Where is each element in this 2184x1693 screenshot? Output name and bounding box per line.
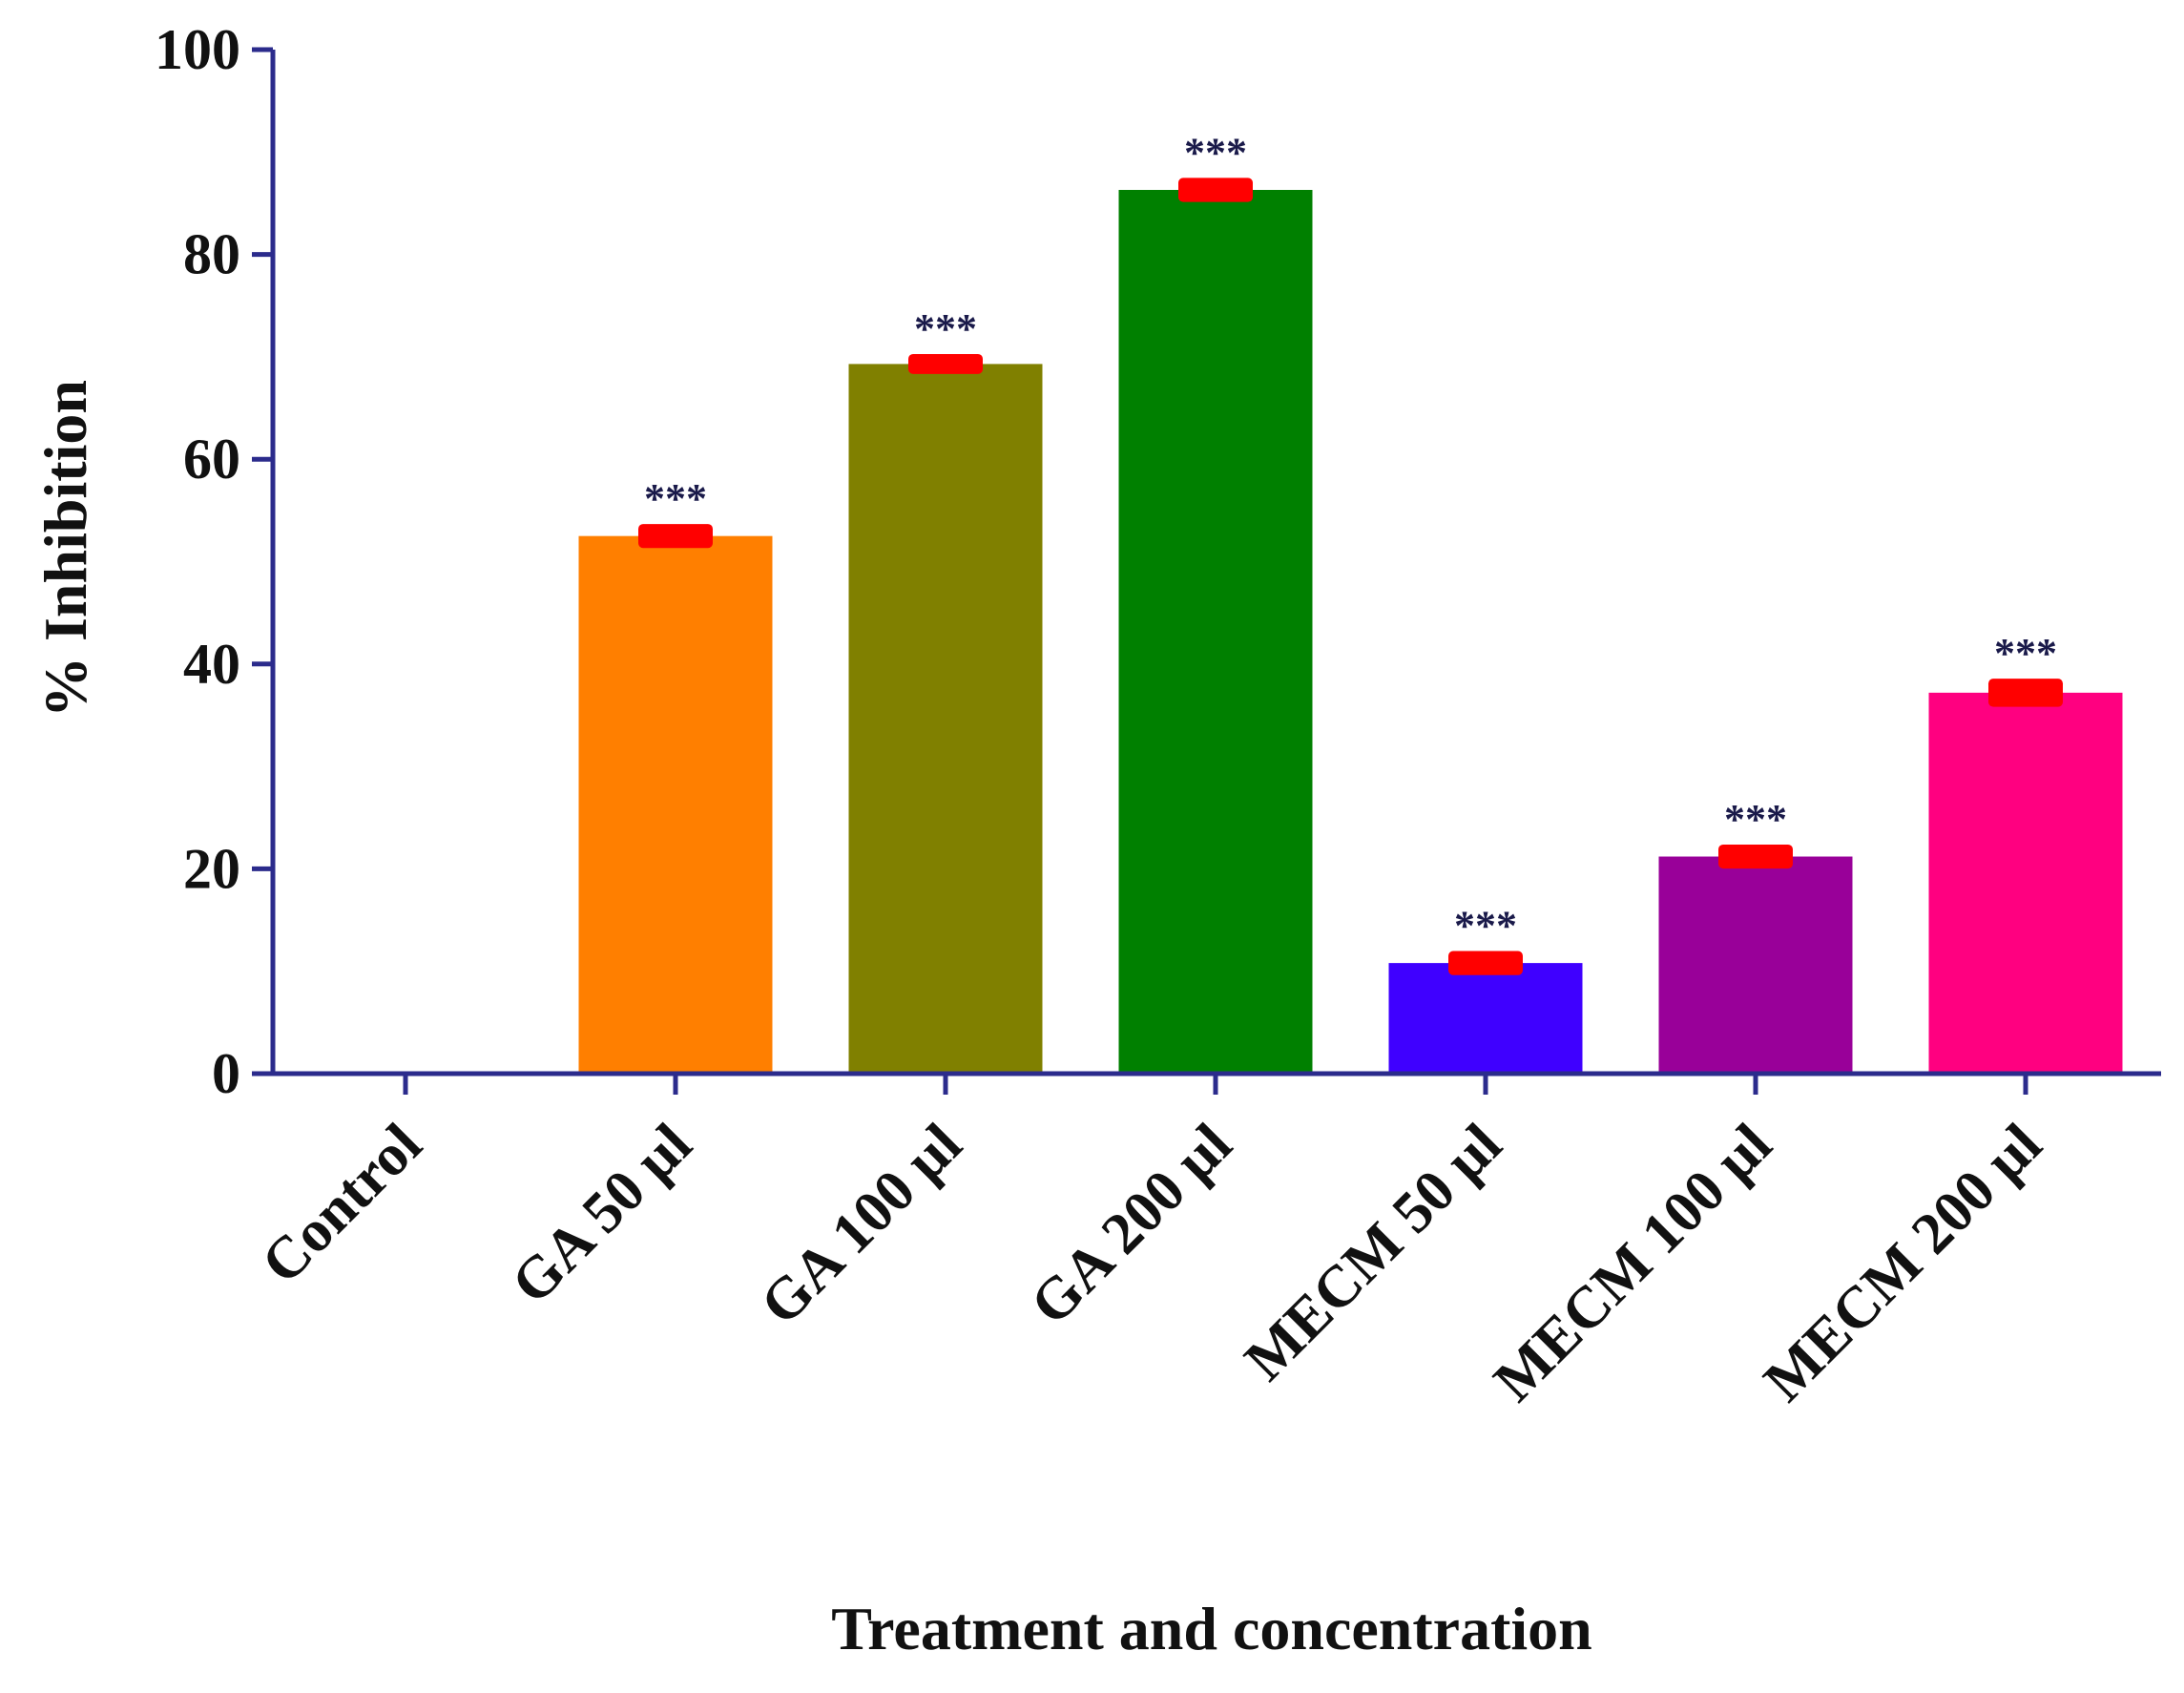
x-tick-label: Control [249,1112,433,1296]
error-bar [1988,679,2063,707]
significance-label: *** [1184,129,1247,176]
y-ticks: 0 20 40 60 80 100 [155,18,273,1105]
bars-layer [578,190,2123,1075]
y-tick-label: 100 [155,18,240,81]
significance-label: *** [914,305,977,352]
x-tick-label: GA 100 µl [748,1112,974,1338]
significance-label: *** [1454,903,1517,950]
significance-layer: *** *** *** *** *** *** [644,129,2057,949]
x-tick-label: GA 50 µl [499,1112,704,1317]
y-tick-label: 60 [183,428,240,491]
x-tick-label: GA 200 µl [1018,1112,1244,1338]
y-tick-label: 0 [212,1042,240,1105]
y-tick-label: 80 [183,223,240,286]
error-bar [1178,178,1253,202]
error-bars-layer [638,178,2063,975]
bar [1658,856,1853,1074]
error-bar [1718,844,1793,869]
error-bar [1448,951,1523,975]
x-tick-label: MECM 100 µl [1482,1112,1784,1414]
x-tick-label: MECM 200 µl [1752,1112,2054,1414]
significance-label: *** [1724,796,1787,843]
x-axis-title: Treatment and concentration [831,1595,1592,1662]
bar [1388,963,1583,1074]
error-bar [638,524,713,549]
bar [848,364,1043,1074]
bar [578,535,773,1074]
bar [1118,190,1313,1075]
y-axis-title: % Inhibition [31,380,99,718]
significance-label: *** [644,475,707,522]
error-bar [908,353,983,374]
x-tick-label: MECM 50 µl [1233,1112,1514,1393]
significance-label: *** [1994,630,2057,677]
y-tick-label: 40 [183,633,240,696]
y-tick-label: 20 [183,837,240,900]
bar [1928,692,2123,1074]
